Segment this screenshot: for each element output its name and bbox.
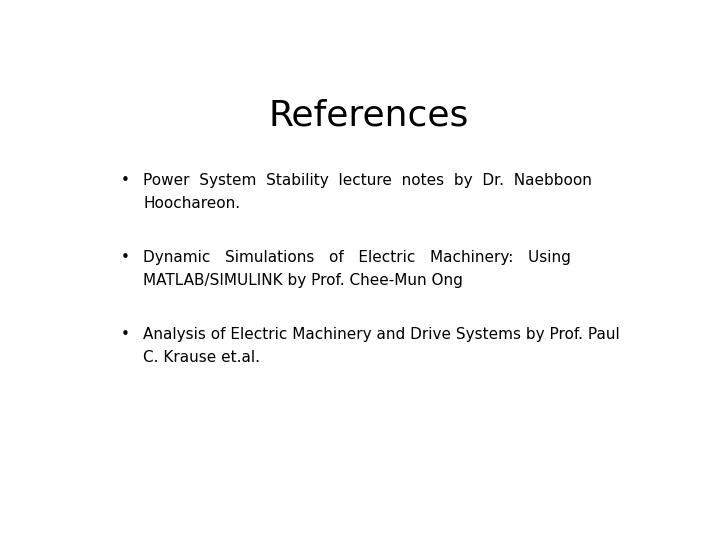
Text: •: • — [121, 173, 130, 188]
Text: References: References — [269, 98, 469, 132]
Text: •: • — [121, 327, 130, 342]
Text: Dynamic   Simulations   of   Electric   Machinery:   Using: Dynamic Simulations of Electric Machiner… — [143, 250, 571, 265]
Text: Hoochareon.: Hoochareon. — [143, 196, 240, 211]
Text: C. Krause et.al.: C. Krause et.al. — [143, 349, 260, 364]
Text: Analysis of Electric Machinery and Drive Systems by Prof. Paul: Analysis of Electric Machinery and Drive… — [143, 327, 620, 342]
Text: MATLAB/SIMULINK by Prof. Chee-Mun Ong: MATLAB/SIMULINK by Prof. Chee-Mun Ong — [143, 273, 463, 288]
Text: Power  System  Stability  lecture  notes  by  Dr.  Naebboon: Power System Stability lecture notes by … — [143, 173, 592, 188]
Text: •: • — [121, 250, 130, 265]
